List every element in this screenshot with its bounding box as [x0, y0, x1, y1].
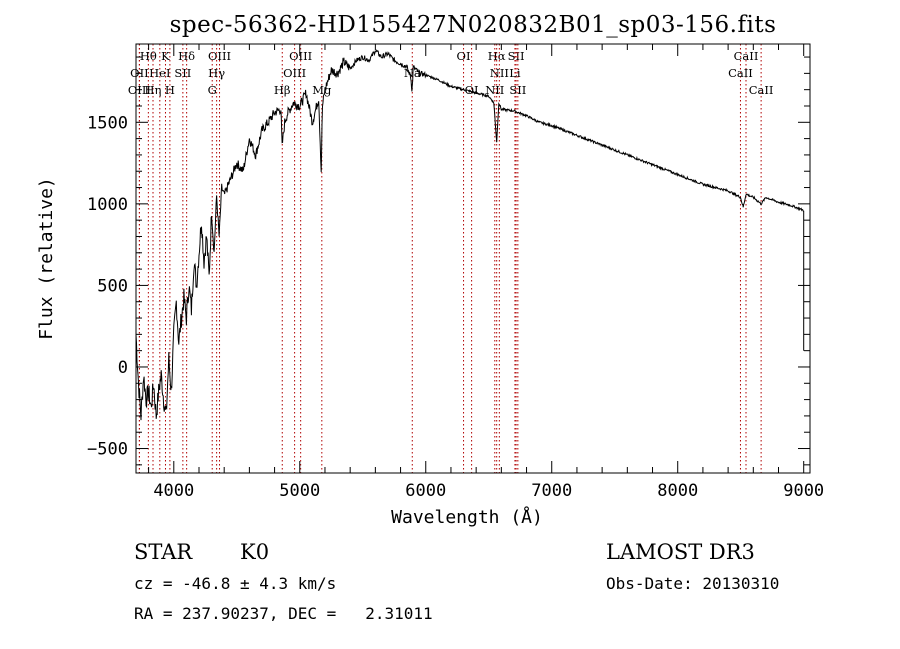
line-label: Hα [488, 49, 506, 63]
line-label: SII [174, 66, 191, 80]
redshift-velocity: cz = -46.8 ± 4.3 km/s [134, 574, 337, 593]
y-tick-label: −500 [87, 440, 128, 460]
chart-title: spec-56362-HD155427N020832B01_sp03-156.f… [170, 12, 777, 38]
line-label: SII [508, 49, 525, 63]
line-label: Hθ [140, 49, 157, 63]
line-label: CaII [749, 83, 774, 97]
x-axis-label: Wavelength (Å) [391, 506, 543, 528]
line-label: OIII [208, 49, 231, 63]
line-label: Hδ [178, 49, 195, 63]
x-tick-label: 9000 [783, 481, 824, 501]
y-tick-label: 1500 [87, 113, 128, 133]
line-label: Hβ [274, 83, 291, 97]
line-label: CaII [734, 49, 759, 63]
plot-frame [135, 43, 811, 474]
line-label: H [165, 83, 175, 97]
line-label: OIII [283, 66, 306, 80]
object-class: STAR [134, 540, 193, 564]
line-label: K [161, 49, 170, 63]
x-tick-label: 4000 [153, 481, 194, 501]
x-tick-label: 6000 [405, 481, 446, 501]
line-label: Li [509, 66, 521, 80]
line-label: HeI [149, 66, 170, 80]
survey-label: LAMOST DR3 [606, 540, 755, 564]
y-tick-label: 1000 [87, 195, 128, 215]
line-label: SII [509, 83, 526, 97]
y-tick-label: 500 [97, 276, 128, 296]
line-label: OIII [289, 49, 312, 63]
line-label: Hγ [208, 66, 225, 80]
line-label: Hη [145, 83, 162, 97]
spectrum-line [135, 49, 805, 421]
line-label: NII [490, 66, 509, 80]
ra-dec: RA = 237.90237, DEC = 2.31011 [134, 604, 433, 623]
line-label: G [208, 83, 217, 97]
line-label: OI [457, 49, 471, 63]
line-label: Mg [312, 83, 332, 97]
x-tick-label: 8000 [657, 481, 698, 501]
x-tick-label: 7000 [531, 481, 572, 501]
line-label: NII [485, 83, 504, 97]
object-subclass: K0 [240, 540, 270, 564]
line-label: CaII [728, 66, 753, 80]
y-axis-label: Flux (relative) [36, 177, 57, 340]
obs-date: Obs-Date: 20130310 [606, 574, 780, 593]
y-tick-label: 0 [118, 358, 128, 378]
x-tick-label: 5000 [279, 481, 320, 501]
